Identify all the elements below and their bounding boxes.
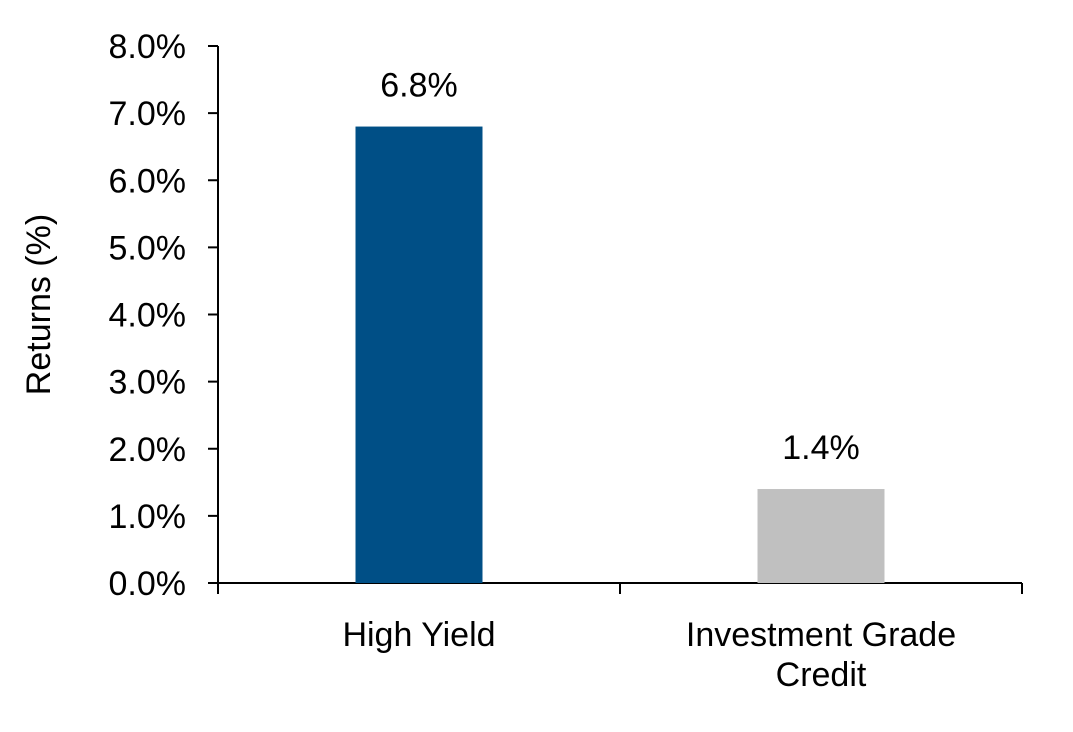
y-tick-label: 3.0% xyxy=(109,364,187,402)
bar xyxy=(757,489,885,583)
bars xyxy=(355,126,885,584)
y-tick-label: 5.0% xyxy=(109,229,187,267)
y-tick-label: 6.0% xyxy=(109,162,187,200)
y-axis: 0.0% 1.0% 2.0% 3.0% 4.0% 5.0% 6.0% 7.0% 8.0% xyxy=(109,28,219,603)
data-label: 1.4% xyxy=(782,429,860,467)
bar xyxy=(355,126,483,584)
y-tick-label: 4.0% xyxy=(109,297,187,335)
data-label: 6.8% xyxy=(380,67,458,105)
x-category-label: Investment Grade Credit xyxy=(686,616,956,694)
y-tick-label: 7.0% xyxy=(109,95,187,133)
y-tick-label: 0.0% xyxy=(109,565,187,603)
y-tick-label: 2.0% xyxy=(109,431,187,469)
x-category-label: High Yield xyxy=(342,616,495,654)
y-tick-label: 8.0% xyxy=(109,28,187,66)
y-axis-title: Returns (%) xyxy=(20,214,58,395)
y-tick-label: 1.0% xyxy=(109,498,187,536)
data-labels: 6.8% 1.4% xyxy=(380,67,860,467)
x-axis: High Yield Investment Grade Credit xyxy=(217,582,1023,694)
